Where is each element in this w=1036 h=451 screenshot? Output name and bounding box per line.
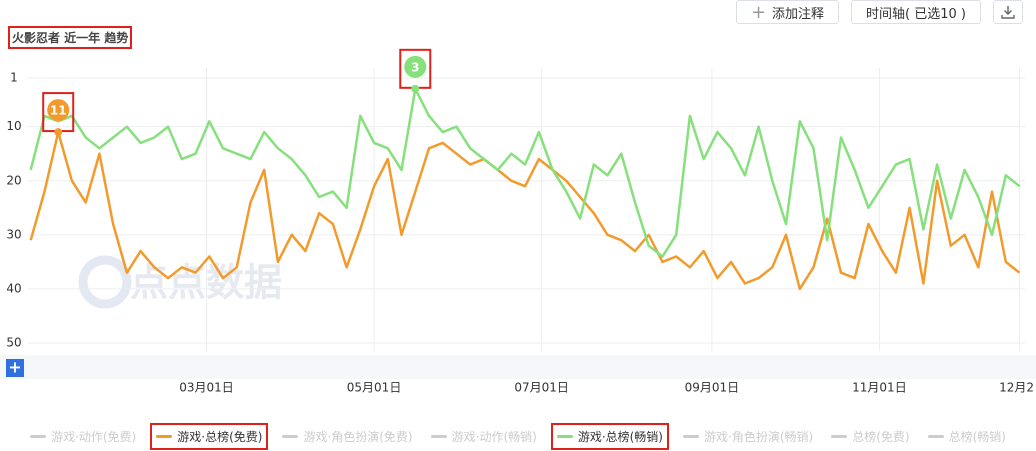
legend-label: 游戏·总榜(免费) [177,430,263,444]
watermark-logo [78,255,132,309]
chart-title: 火影忍者 近一年 趋势 [8,26,133,49]
legend-item[interactable]: 游戏·总榜(畅销) [550,423,669,450]
legend-swatch [156,435,173,438]
series-line [29,87,1021,258]
legend-label: 游戏·角色扮演(畅销) [704,430,814,444]
timeline-button[interactable]: 时间轴( 已选10 ) [851,0,981,24]
y-tick-label: 50 [6,336,21,350]
legend-item[interactable]: 游戏·动作(免费) [26,423,140,450]
y-tick-label: 20 [6,173,21,187]
annotation-label: 3 [411,60,419,74]
legend-item[interactable]: 游戏·总榜(免费) [150,423,269,450]
y-tick-label: 40 [6,281,21,295]
annotation-label: 11 [50,104,67,118]
legend: 游戏·动作(免费) 游戏·总榜(免费) 游戏·角色扮演(免费) 游戏·动作(畅销) 游戏… [0,423,1036,450]
legend-label: 游戏·总榜(畅销) [577,430,663,444]
zoom-bar [0,355,1036,379]
annotation-point [54,128,63,137]
legend-item[interactable]: 游戏·角色扮演(免费) [278,423,416,450]
x-tick-label: 03月01日 [179,381,234,395]
x-tick-label: 09月01日 [685,381,740,395]
add-note-button[interactable]: + 添加注释 [736,0,839,24]
legend-item[interactable]: 游戏·角色扮演(畅销) [679,423,817,450]
legend-label: 总榜(畅销) [948,430,1006,444]
y-tick-label: 10 [6,119,21,133]
x-tick-label: 05月01日 [347,381,402,395]
annotation-bubble [47,99,70,122]
y-tick-label: 30 [6,227,21,241]
x-tick-label: 11月01日 [852,381,907,395]
legend-item[interactable]: 总榜(免费) [827,423,913,450]
button-label: 添加注释 [772,6,825,22]
legend-swatch [556,435,573,438]
annotation-bubble [404,55,427,78]
annotation-point [411,84,420,93]
download-icon [1001,6,1015,19]
legend-item[interactable]: 总榜(畅销) [924,423,1010,450]
legend-swatch [831,435,848,438]
download-button[interactable] [993,0,1023,24]
expand-button[interactable] [6,359,24,377]
legend-label: 游戏·动作(免费) [51,430,137,444]
expand-icon: + [8,358,21,377]
legend-label: 游戏·角色扮演(免费) [303,430,413,444]
legend-swatch [927,435,944,438]
legend-swatch [683,435,699,438]
legend-swatch [282,435,299,438]
legend-label: 游戏·动作(畅销) [451,430,537,444]
legend-swatch [30,435,47,438]
legend-item[interactable]: 游戏·动作(畅销) [427,423,541,450]
y-tick-label: 1 [10,71,18,85]
series-line [29,130,1021,291]
legend-label: 总榜(免费) [852,430,910,444]
button-label: 时间轴( 已选10 ) [866,6,966,22]
x-tick-label: 12月2 [999,381,1034,395]
legend-swatch [430,435,447,438]
x-tick-label: 07月01日 [514,381,569,395]
